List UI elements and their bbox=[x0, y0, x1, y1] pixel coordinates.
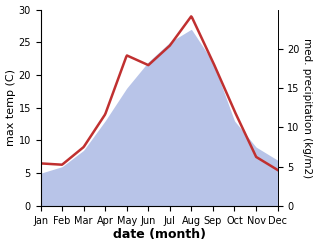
Y-axis label: max temp (C): max temp (C) bbox=[5, 69, 16, 146]
Y-axis label: med. precipitation (kg/m2): med. precipitation (kg/m2) bbox=[302, 38, 313, 178]
X-axis label: date (month): date (month) bbox=[113, 228, 205, 242]
